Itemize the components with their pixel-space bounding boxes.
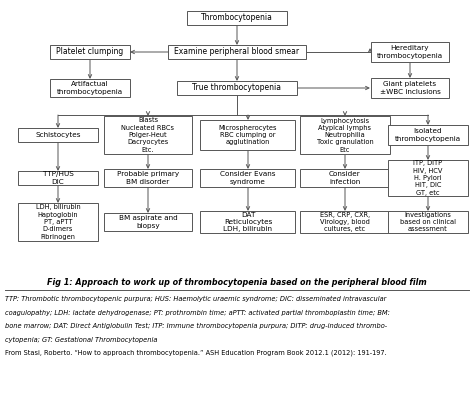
FancyBboxPatch shape	[50, 45, 130, 59]
Text: bone marrow; DAT: Direct Antiglobulin Test; ITP: Immune thrombocytopenia purpura: bone marrow; DAT: Direct Antiglobulin Te…	[5, 323, 387, 329]
Text: From Stasi, Roberto. “How to approach thrombocytopenia.” ASH Education Program B: From Stasi, Roberto. “How to approach th…	[5, 350, 387, 357]
Text: Microspherocytes
RBC clumping or
agglutination: Microspherocytes RBC clumping or aggluti…	[219, 125, 277, 145]
Text: Platelet clumping: Platelet clumping	[56, 47, 124, 56]
Text: TTP: Thrombotic thrombocytopenic purpura; HUS: Haemolytic uraemic syndrome; DIC:: TTP: Thrombotic thrombocytopenic purpura…	[5, 296, 386, 302]
Text: Giant platelets
±WBC inclusions: Giant platelets ±WBC inclusions	[380, 81, 440, 95]
Text: Schistocytes: Schistocytes	[35, 132, 81, 138]
FancyBboxPatch shape	[18, 128, 98, 142]
Text: Isolated
thrombocytopenia: Isolated thrombocytopenia	[395, 128, 461, 142]
FancyBboxPatch shape	[104, 169, 192, 187]
FancyBboxPatch shape	[388, 125, 468, 145]
FancyBboxPatch shape	[104, 116, 192, 154]
FancyBboxPatch shape	[18, 203, 98, 241]
FancyBboxPatch shape	[300, 169, 390, 187]
Text: Consider Evans
syndrome: Consider Evans syndrome	[220, 171, 276, 184]
FancyBboxPatch shape	[201, 169, 295, 187]
Text: Consider
infection: Consider infection	[329, 171, 361, 184]
FancyBboxPatch shape	[168, 45, 306, 59]
Text: ITP, DITP
HIV, HCV
H. Pylori
HIT, DIC
GT, etc: ITP, DITP HIV, HCV H. Pylori HIT, DIC GT…	[413, 160, 443, 196]
FancyBboxPatch shape	[201, 120, 295, 150]
Text: ESR, CRP, CXR,
Virology, blood
cultures, etc: ESR, CRP, CXR, Virology, blood cultures,…	[320, 212, 370, 232]
FancyBboxPatch shape	[300, 211, 390, 233]
FancyBboxPatch shape	[177, 81, 297, 95]
Text: Lymphocytosis
Atypical lymphs
Neutrophilia
Toxic granulation
Etc: Lymphocytosis Atypical lymphs Neutrophil…	[317, 117, 374, 152]
FancyBboxPatch shape	[18, 171, 98, 185]
FancyBboxPatch shape	[388, 160, 468, 196]
Text: Fig 1: Approach to work up of thrombocytopenia based on the peripheral blood fil: Fig 1: Approach to work up of thrombocyt…	[47, 278, 427, 287]
Text: coagulopathy; LDH: lactate dehydrogenase; PT: prothrombin time; aPTT: activated : coagulopathy; LDH: lactate dehydrogenase…	[5, 310, 390, 316]
Text: Probable primary
BM disorder: Probable primary BM disorder	[117, 171, 179, 184]
Text: Investigations
based on clinical
assessment: Investigations based on clinical assessm…	[400, 212, 456, 232]
FancyBboxPatch shape	[50, 79, 130, 97]
Text: Thrombocytopenia: Thrombocytopenia	[201, 13, 273, 23]
Text: cytopenia; GT: Gestational Thrombocytopenia: cytopenia; GT: Gestational Thrombocytope…	[5, 337, 157, 342]
Text: Hereditary
thrombocytopenia: Hereditary thrombocytopenia	[377, 45, 443, 58]
FancyBboxPatch shape	[104, 213, 192, 231]
Text: BM aspirate and
biopsy: BM aspirate and biopsy	[118, 215, 177, 229]
Text: Artifactual
thrombocytopenia: Artifactual thrombocytopenia	[57, 81, 123, 95]
FancyBboxPatch shape	[388, 211, 468, 233]
FancyBboxPatch shape	[300, 116, 390, 154]
FancyBboxPatch shape	[201, 211, 295, 233]
Text: Blasts
Nucleated RBCs
Polger-Heut
Dacryocytes
Etc.: Blasts Nucleated RBCs Polger-Heut Dacryo…	[121, 117, 174, 152]
Text: DAT
Reticulocytes
LDH, bilirubin: DAT Reticulocytes LDH, bilirubin	[224, 212, 273, 232]
Text: LDH, bilirubin
Haptoglobin
PT, aPTT
D-dimers
Fibrinogen: LDH, bilirubin Haptoglobin PT, aPTT D-di…	[36, 205, 81, 239]
Text: True thrombocytopenia: True thrombocytopenia	[192, 83, 282, 92]
FancyBboxPatch shape	[371, 42, 449, 62]
Text: TTP/HUS
DIC: TTP/HUS DIC	[43, 171, 73, 184]
FancyBboxPatch shape	[371, 78, 449, 98]
FancyBboxPatch shape	[187, 11, 287, 25]
Text: Examine peripheral blood smear: Examine peripheral blood smear	[174, 47, 300, 56]
